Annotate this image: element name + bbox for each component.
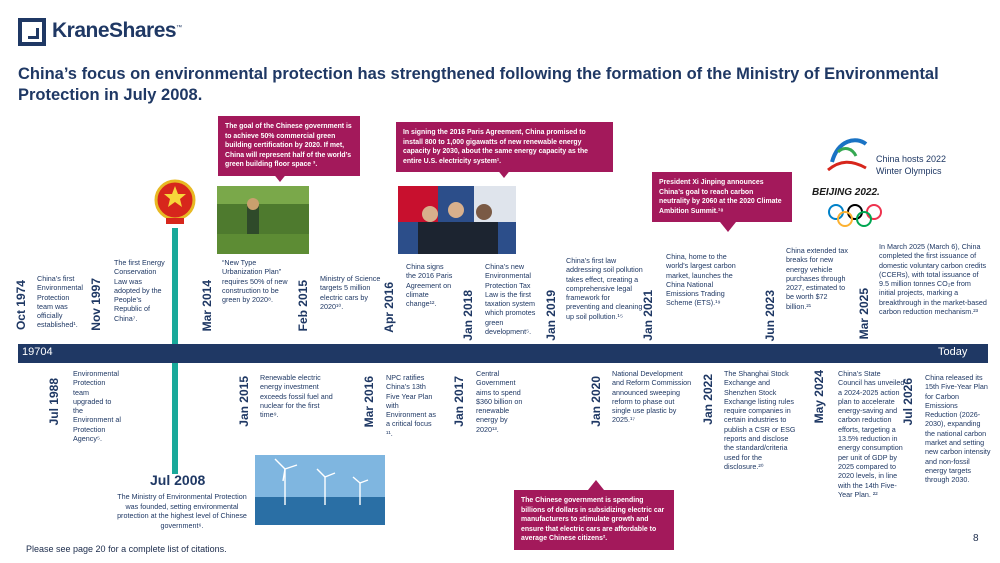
event-note: “New Type Urbanization Plan” requires 50…: [222, 258, 288, 305]
timeline-end-label: Today: [938, 346, 968, 358]
green-building-photo: [217, 186, 309, 254]
event-note: In March 2025 (March 6), China completed…: [879, 242, 987, 317]
event-note: National Development and Reform Commissi…: [612, 369, 692, 425]
event-note: The first Energy Conservation Law was ad…: [114, 258, 165, 323]
event-note: China’s first law addressing soil pollut…: [566, 256, 643, 321]
event-date: Jan 2021: [641, 290, 655, 341]
callout-pointer: [720, 222, 736, 232]
event-date: Jan 2020: [589, 376, 603, 427]
kraneshares-logo-icon: [18, 18, 46, 46]
paris-agreement-photo: [398, 186, 516, 254]
winter-olympics-emblem-icon: [827, 138, 868, 172]
olympic-rings-icon: [828, 204, 882, 227]
event-note: The Shanghai Stock Exchange and Shenzhen…: [724, 369, 796, 471]
beijing-2022-logo-text: BEIJING 2022.: [812, 187, 880, 198]
event-note: Ministry of Science targets 5 million el…: [320, 274, 381, 311]
national-emblem-icon: [154, 179, 196, 224]
event-note: China extended tax breaks for new energy…: [786, 246, 848, 311]
event-date: Jan 2017: [452, 376, 466, 427]
event-date: Nov 1997: [89, 278, 103, 331]
event-note: NPC ratifies China’s 13th Five Year Plan…: [386, 373, 436, 438]
callout-carbon-neutrality: President Xi Jinping announces China’s g…: [652, 172, 792, 222]
page-number: 8: [973, 533, 979, 544]
event-note: Environmental Protection team upgraded t…: [73, 369, 121, 444]
callout-green-building: The goal of the Chinese government is to…: [218, 116, 360, 176]
event-date: Oct 1974: [14, 280, 28, 331]
wind-farm-photo: [255, 455, 385, 525]
event-date: Jun 2023: [763, 290, 777, 342]
event-date: May 2024: [812, 370, 826, 424]
event-date: Jul 2026: [901, 378, 915, 426]
event-note: China, home to the world’s largest carbo…: [666, 252, 736, 308]
callout-pointer: [272, 172, 288, 182]
event-date: Jan 2022: [701, 374, 715, 425]
event-date: Mar 2014: [200, 280, 214, 332]
callout-paris-agreement: In signing the 2016 Paris Agreement, Chi…: [396, 122, 613, 172]
event-note: China’s first Environmental Protection t…: [37, 274, 83, 330]
event-note: Central Government aims to spend $360 bi…: [476, 369, 523, 434]
event-date: Jul 1988: [47, 378, 61, 426]
event-date: Feb 2015: [296, 280, 310, 332]
key-event-note: The Ministry of Environmental Protection…: [117, 492, 247, 530]
callout-ev-subsidies: The Chinese government is spending billi…: [514, 490, 674, 550]
event-date: Jan 2019: [544, 290, 558, 341]
page-title: China’s focus on environmental protectio…: [18, 65, 939, 104]
event-date: Apr 2016: [382, 282, 396, 333]
key-event-date: Jul 2008: [150, 472, 206, 488]
event-date: Mar 2016: [362, 376, 376, 428]
timeline-start-label: 19704: [22, 346, 53, 358]
brand-name: KraneShares™: [52, 19, 182, 42]
event-note: China’s State Council has unveiled a 202…: [838, 369, 905, 499]
event-note: China’s new Environmental Protection Tax…: [485, 262, 536, 337]
event-note: Renewable electric energy investment exc…: [260, 373, 333, 420]
event-date: Jan 2015: [237, 376, 251, 427]
timeline-bar: [18, 344, 988, 363]
olympics-caption: China hosts 2022 Winter Olympics: [876, 154, 947, 176]
event-date: Jan 2018: [461, 290, 475, 341]
event-note: China released its 15th Five-Year Plan f…: [925, 373, 991, 485]
event-date: Mar 2025: [857, 288, 871, 340]
citation-footer: Please see page 20 for a complete list o…: [26, 544, 227, 554]
callout-pointer: [496, 168, 512, 178]
event-note: China signs the 2016 Paris Agreement on …: [406, 262, 453, 309]
callout-pointer: [588, 480, 604, 490]
